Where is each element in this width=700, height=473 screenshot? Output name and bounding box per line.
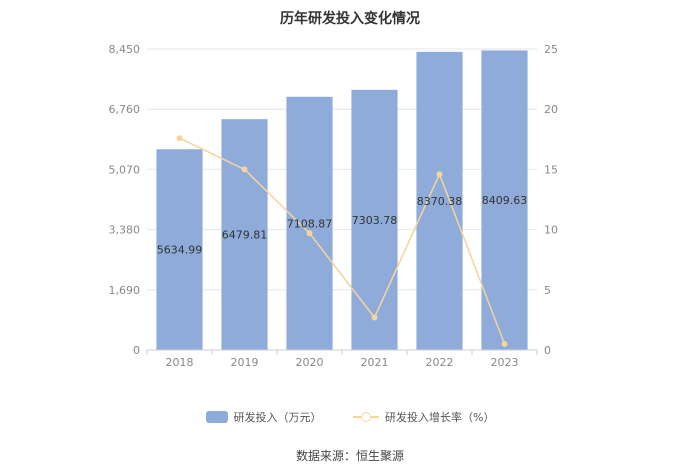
- x-tick-label: 2018: [166, 356, 194, 369]
- bar-value-label: 6479.81: [222, 229, 268, 242]
- growth-point: [306, 230, 313, 237]
- growth-point: [176, 135, 183, 142]
- growth-point: [371, 314, 378, 321]
- y-left-tick-label: 6,760: [109, 103, 141, 116]
- growth-line-series: [176, 135, 508, 347]
- bar-value-label: 8370.38: [417, 195, 463, 208]
- y-left-tick-label: 3,380: [109, 224, 141, 237]
- bar-value-label: 5634.99: [157, 244, 203, 257]
- y-left-tick-label: 0: [133, 344, 140, 357]
- chart-legend: 研发投入（万元） 研发投入增长率（%）: [0, 409, 700, 426]
- y-left-tick-label: 5,070: [109, 163, 141, 176]
- growth-point: [501, 340, 508, 347]
- x-tick-label: 2022: [426, 356, 454, 369]
- y-right-tick-label: 5: [544, 284, 551, 297]
- growth-point: [241, 166, 248, 173]
- y-right-tick-label: 15: [544, 163, 558, 176]
- bar: [286, 96, 333, 350]
- growth-point: [436, 171, 443, 178]
- y-right-tick-label: 10: [544, 224, 558, 237]
- growth-line: [179, 137, 506, 345]
- legend-line-swatch: [353, 411, 380, 423]
- x-tick-label: 2020: [296, 356, 324, 369]
- y-left-tick-label: 1,690: [109, 284, 141, 297]
- y-left-tick-label: 8,450: [109, 43, 141, 56]
- chart-title: 历年研发投入变化情况: [280, 11, 420, 27]
- y-right-tick-label: 0: [544, 344, 551, 357]
- x-tick-label: 2021: [361, 356, 389, 369]
- data-labels: 5634.99 6479.81 7108.87 7303.78 8370.38 8409.…: [157, 194, 528, 256]
- bar: [416, 51, 463, 350]
- y-right-tick-label: 25: [544, 43, 558, 56]
- legend-bar-label: 研发投入（万元）: [233, 411, 322, 424]
- bar-value-label: 7303.78: [352, 214, 398, 227]
- data-source: 数据来源：恒生聚源: [295, 449, 404, 463]
- bar-value-label: 7108.87: [287, 217, 333, 230]
- bar: [481, 50, 528, 351]
- legend-item-line[interactable]: 研发投入增长率（%）: [353, 409, 494, 425]
- y-right-tick-label: 20: [544, 103, 558, 116]
- x-tick-label: 2019: [231, 356, 259, 369]
- legend-line-label: 研发投入增长率（%）: [385, 411, 495, 424]
- bar: [156, 149, 203, 350]
- legend-bar-swatch: [205, 411, 228, 423]
- axes: 0 1,690 3,380 5,070 6,760 8,450 0 5 10 15 20 25 2018…: [109, 43, 559, 369]
- grid-lines: [147, 48, 537, 291]
- legend-item-bar[interactable]: 研发投入（万元）: [205, 409, 322, 425]
- bar-series: [156, 50, 528, 351]
- bar: [221, 119, 268, 351]
- bar: [351, 89, 398, 351]
- bar-value-label: 8409.63: [482, 194, 528, 207]
- x-tick-label: 2023: [491, 356, 519, 369]
